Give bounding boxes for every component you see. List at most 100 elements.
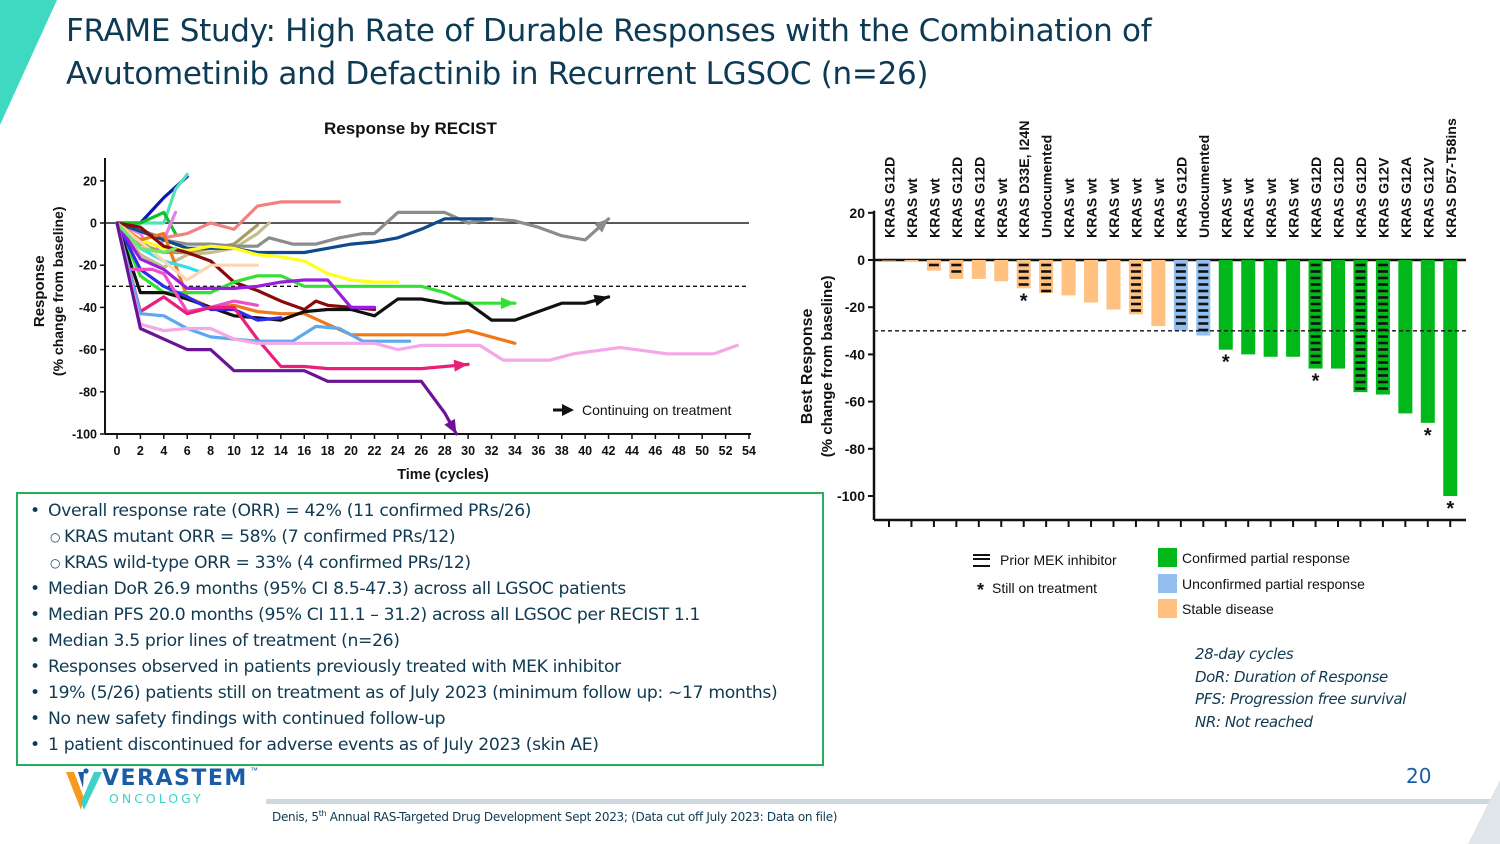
x-tick-label: 24 bbox=[391, 444, 405, 458]
footer-divider bbox=[266, 799, 1500, 804]
y-tick-label: -100 bbox=[837, 488, 865, 504]
y-tick-label: -60 bbox=[79, 343, 97, 357]
response-bar bbox=[1308, 260, 1323, 369]
response-bar bbox=[1375, 260, 1390, 395]
continuing-arrow-icon bbox=[444, 418, 457, 434]
continuing-arrow-icon bbox=[453, 359, 469, 372]
still-on-treatment-star-icon: * bbox=[1446, 498, 1454, 520]
x-tick-label: 50 bbox=[695, 444, 709, 458]
title-line-2: Avutometinib and Defactinib in Recurrent… bbox=[66, 56, 929, 92]
category-label: KRAS wt bbox=[1242, 178, 1258, 238]
x-tick-label: 54 bbox=[742, 444, 756, 458]
note-line: 28-day cycles bbox=[1195, 645, 1294, 663]
x-tick-label: 8 bbox=[207, 444, 214, 458]
legend-item-unconfirmed: Unconfirmed partial response bbox=[1158, 574, 1365, 593]
sub-bullet-item: KRAS wild-type ORR = 33% (4 confirmed PR… bbox=[28, 550, 822, 576]
category-label: KRAS D33E, I24N bbox=[1017, 121, 1033, 238]
y-tick-label: -60 bbox=[845, 394, 865, 410]
category-label: KRAS G12V bbox=[1421, 157, 1437, 238]
category-label: KRAS wt bbox=[1085, 178, 1101, 238]
key-findings-box: Overall response rate (ORR) = 42% (11 co… bbox=[16, 492, 824, 766]
x-axis-label: Time (cycles) bbox=[397, 467, 489, 483]
x-tick-label: 38 bbox=[555, 444, 569, 458]
legend-label-mek: Prior MEK inhibitor bbox=[1000, 552, 1117, 568]
response-bar bbox=[1061, 260, 1076, 296]
legend-item-mek: Prior MEK inhibitor bbox=[973, 552, 1117, 568]
category-label: Undocumented bbox=[1040, 135, 1056, 238]
continuing-arrow-icon bbox=[500, 297, 515, 310]
series-line-p10 bbox=[115, 221, 400, 284]
series-line-p8 bbox=[115, 210, 611, 248]
x-tick-label: 18 bbox=[321, 444, 335, 458]
category-label: Undocumented bbox=[1197, 135, 1213, 238]
y-axis-label-2: (% change from baseline) bbox=[819, 276, 836, 458]
category-label: KRAS wt bbox=[1062, 178, 1078, 238]
title-line-1: FRAME Study: High Rate of Durable Respon… bbox=[66, 13, 1152, 49]
stable-swatch bbox=[1158, 599, 1177, 618]
x-tick-label: 32 bbox=[485, 444, 499, 458]
legend-item-confirmed: Confirmed partial response bbox=[1158, 548, 1350, 567]
logo-subtitle: ONCOLOGY bbox=[109, 791, 204, 806]
still-on-treatment-star-icon: * bbox=[1020, 290, 1028, 312]
category-label: KRAS G12D bbox=[950, 157, 966, 238]
series-line-p15 bbox=[115, 221, 283, 322]
response-bar bbox=[1331, 260, 1345, 369]
continuing-arrow-icon bbox=[593, 294, 609, 307]
series-line-p5 bbox=[115, 200, 341, 240]
note-line: PFS: Progression free survival bbox=[1195, 690, 1407, 708]
x-tick-label: 20 bbox=[344, 444, 358, 458]
y-axis-label-2: (% change from baseline) bbox=[50, 207, 66, 377]
x-tick-label: 30 bbox=[461, 444, 475, 458]
category-label: KRAS G12D bbox=[1309, 157, 1325, 238]
series-line-p14 bbox=[115, 221, 611, 322]
note-line: NR: Not reached bbox=[1195, 712, 1313, 731]
category-label: KRAS wt bbox=[905, 178, 921, 238]
x-tick-label: 16 bbox=[297, 444, 311, 458]
response-bar bbox=[882, 260, 896, 261]
category-label: KRAS wt bbox=[1129, 178, 1145, 238]
response-bar bbox=[1420, 260, 1435, 423]
category-label: KRAS wt bbox=[927, 178, 943, 238]
category-label: KRAS G12D bbox=[883, 157, 899, 238]
y-tick-label: 0 bbox=[857, 252, 865, 268]
citation-suffix: Annual RAS-Targeted Drug Development Sep… bbox=[326, 810, 838, 824]
page-number: 20 bbox=[1406, 764, 1432, 788]
x-tick-label: 44 bbox=[625, 444, 639, 458]
response-bar bbox=[1353, 260, 1368, 393]
legend-label-confirmed: Confirmed partial response bbox=[1182, 549, 1351, 566]
spider-chart-title: Response by RECIST bbox=[324, 119, 497, 138]
prior-mek-icon bbox=[973, 553, 990, 567]
y-axis-label: Response bbox=[31, 255, 48, 327]
category-label: KRAS G12D bbox=[1174, 157, 1190, 238]
series-line-p9 bbox=[115, 217, 494, 255]
category-label: KRAS wt bbox=[1264, 178, 1280, 238]
y-tick-label: -80 bbox=[79, 385, 97, 399]
citation-sup: th bbox=[318, 809, 327, 818]
citation: Denis, 5th Annual RAS-Targeted Drug Deve… bbox=[272, 809, 837, 824]
still-on-treatment-star-icon: * bbox=[1312, 371, 1320, 393]
bullet-item: Median 3.5 prior lines of treatment (n=2… bbox=[28, 628, 822, 654]
note-line: DoR: Duration of Response bbox=[1195, 667, 1388, 686]
unconfirmed-swatch bbox=[1158, 574, 1177, 593]
x-tick-label: 10 bbox=[227, 444, 241, 458]
response-bar bbox=[1128, 260, 1143, 315]
category-label: KRAS wt bbox=[1287, 178, 1303, 238]
y-tick-label: -80 bbox=[845, 441, 865, 457]
legend-label-stable: Stable disease bbox=[1182, 600, 1274, 617]
bullet-item: No new safety findings with continued fo… bbox=[28, 706, 822, 732]
category-label: KRAS wt bbox=[1152, 178, 1168, 238]
series-line-p7 bbox=[115, 221, 271, 269]
y-tick-label: -40 bbox=[79, 301, 97, 315]
continuing-arrow-icon bbox=[594, 218, 609, 233]
x-tick-label: 46 bbox=[648, 444, 662, 458]
legend-label-star: Still on treatment bbox=[992, 579, 1098, 596]
response-bar bbox=[971, 260, 986, 279]
response-bar bbox=[1263, 260, 1278, 357]
accent-triangle bbox=[0, 0, 57, 125]
category-label: KRAS G12D bbox=[1354, 157, 1370, 238]
logo-trademark: ™ bbox=[250, 766, 258, 775]
x-tick-label: 28 bbox=[438, 444, 452, 458]
response-bar bbox=[1084, 260, 1099, 303]
category-label: KRAS D57-T58ins bbox=[1444, 118, 1460, 238]
bullet-item: Overall response rate (ORR) = 42% (11 co… bbox=[28, 498, 822, 524]
